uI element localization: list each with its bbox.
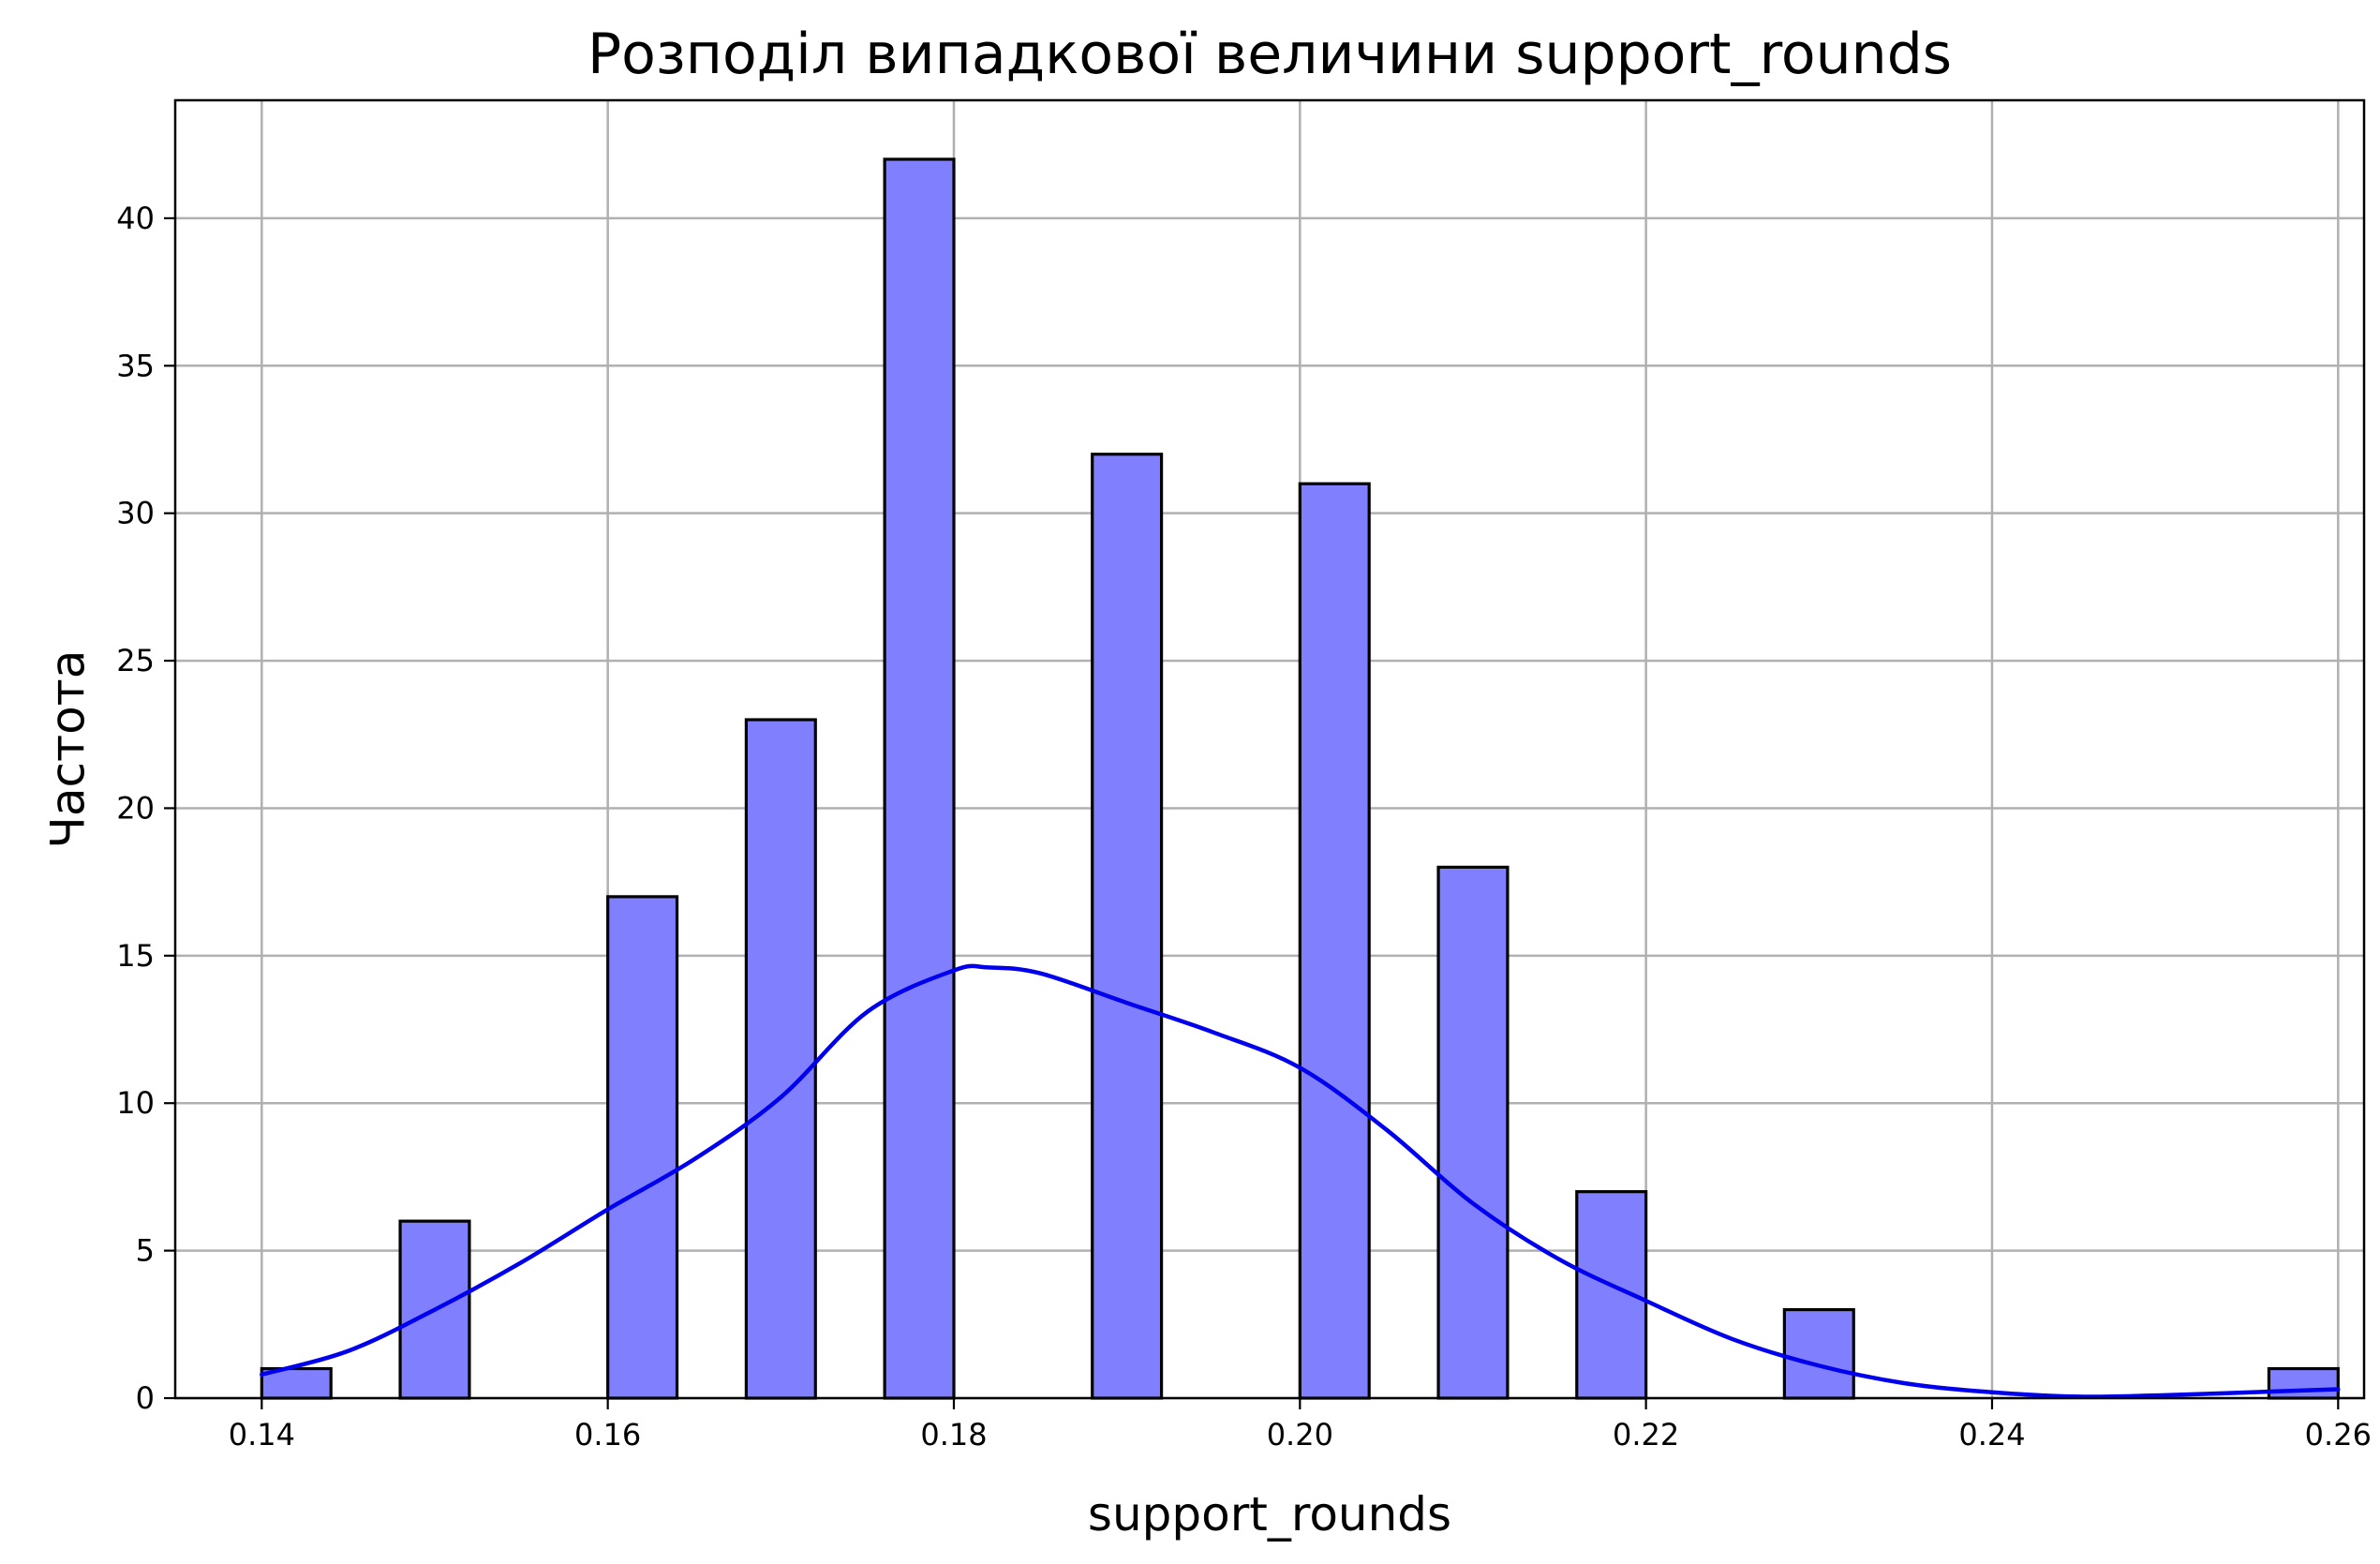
y-tick-label: 10 (116, 1085, 155, 1121)
x-axis-label: support_rounds (1088, 1487, 1451, 1542)
chart-title: Розподіл випадкової величини support_rou… (588, 22, 1952, 87)
histogram-bar (606, 895, 679, 1400)
x-tick-label: 0.14 (229, 1417, 295, 1452)
x-tick-label: 0.18 (920, 1417, 987, 1452)
histogram-bars (260, 157, 2340, 1400)
histogram-bar (1091, 453, 1164, 1400)
y-tick-label: 5 (136, 1233, 155, 1269)
grid-lines (175, 100, 2364, 1400)
y-axis-ticks: 0 5 10 15 20 25 30 35 40 (116, 201, 175, 1416)
histogram-bar (1436, 865, 1510, 1400)
x-tick-label: 0.20 (1267, 1417, 1333, 1452)
y-tick-label: 0 (136, 1380, 155, 1416)
histogram-bar (1782, 1307, 1855, 1400)
histogram-bar (1298, 482, 1371, 1400)
histogram-bar (744, 718, 817, 1400)
x-axis-ticks: 0.14 0.16 0.18 0.20 0.22 0.24 0.26 (229, 1398, 2372, 1452)
y-tick-label: 30 (116, 496, 155, 531)
kde-curve (260, 963, 2341, 1399)
y-tick-label: 15 (116, 938, 155, 974)
x-tick-label: 0.22 (1613, 1417, 1679, 1452)
x-tick-label: 0.26 (2305, 1417, 2372, 1452)
plot-area-frame (173, 98, 2366, 1400)
y-tick-label: 40 (116, 201, 155, 236)
x-tick-label: 0.16 (574, 1417, 641, 1452)
y-tick-label: 35 (116, 348, 155, 383)
histogram-bar (883, 157, 956, 1400)
y-axis-label: Частота (41, 650, 96, 849)
histogram-bar (2267, 1366, 2340, 1400)
y-tick-label: 25 (116, 643, 155, 678)
y-tick-label: 20 (116, 790, 155, 826)
x-tick-label: 0.24 (1958, 1417, 2025, 1452)
